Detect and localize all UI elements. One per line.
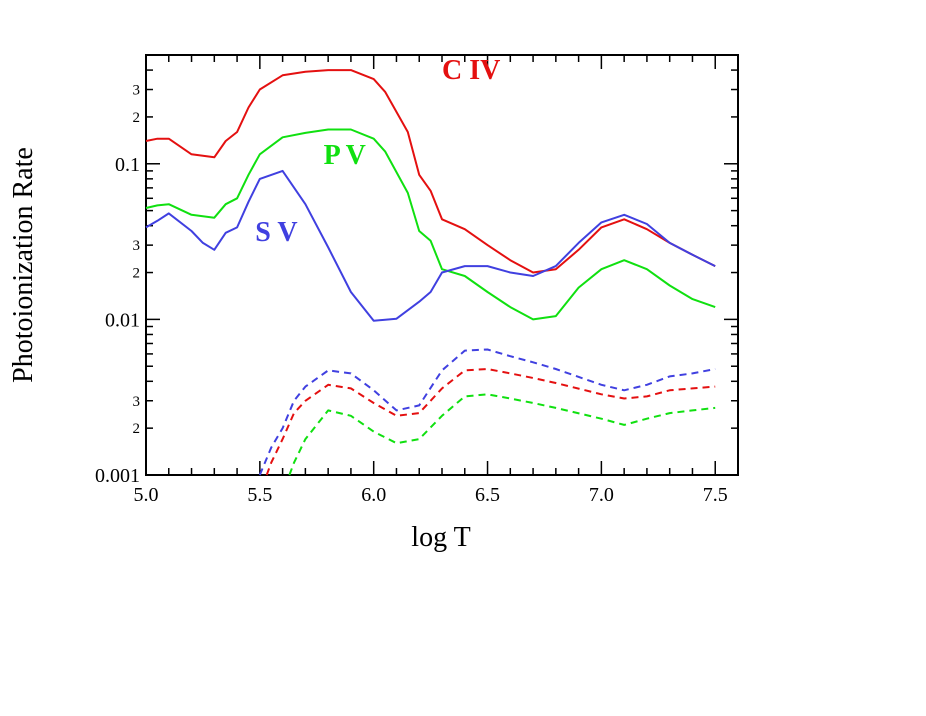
x-tick-label: 7.0 bbox=[589, 484, 614, 506]
series-line-3 bbox=[258, 348, 716, 476]
y-tick-label: 0.1 bbox=[115, 154, 140, 176]
series-annotation: S V bbox=[255, 217, 297, 248]
y-minor-tick-label: 2 bbox=[133, 421, 141, 437]
series-line-2 bbox=[145, 169, 716, 322]
tick-labels: 5.0 5.5 6.0 6.5 7.0 7.5 0.001 0.01 0.1 2 3 2 3 2 3 bbox=[95, 83, 728, 506]
series-line-1 bbox=[145, 128, 716, 321]
series-line-5 bbox=[288, 393, 716, 476]
series-annotations: C IV P V S V bbox=[255, 55, 500, 248]
y-minor-tick-label: 2 bbox=[133, 266, 141, 282]
y-minor-tick-label: 3 bbox=[133, 238, 141, 254]
y-tick-label: 0.01 bbox=[105, 309, 140, 331]
y-minor-tick-label: 2 bbox=[133, 110, 141, 126]
axis-ticks bbox=[145, 54, 739, 476]
y-tick-label: 0.001 bbox=[95, 465, 140, 487]
y-minor-tick-label: 3 bbox=[133, 394, 141, 410]
series-lines bbox=[145, 69, 716, 476]
x-tick-label: 6.0 bbox=[361, 484, 386, 506]
x-tick-label: 5.0 bbox=[134, 484, 159, 506]
x-tick-label: 5.5 bbox=[247, 484, 272, 506]
plot-frame-layer bbox=[145, 54, 739, 476]
x-tick-label: 7.5 bbox=[703, 484, 728, 506]
y-axis-title: Photoionization Rate bbox=[8, 147, 39, 383]
y-minor-tick-label: 3 bbox=[133, 83, 141, 99]
series-annotation: P V bbox=[324, 140, 366, 171]
x-axis-title: log T bbox=[411, 522, 470, 553]
x-tick-label: 6.5 bbox=[475, 484, 500, 506]
series-annotation: C IV bbox=[442, 55, 500, 86]
series-line-4 bbox=[265, 368, 716, 476]
series-line-0 bbox=[145, 69, 716, 274]
plot-frame bbox=[145, 54, 739, 476]
